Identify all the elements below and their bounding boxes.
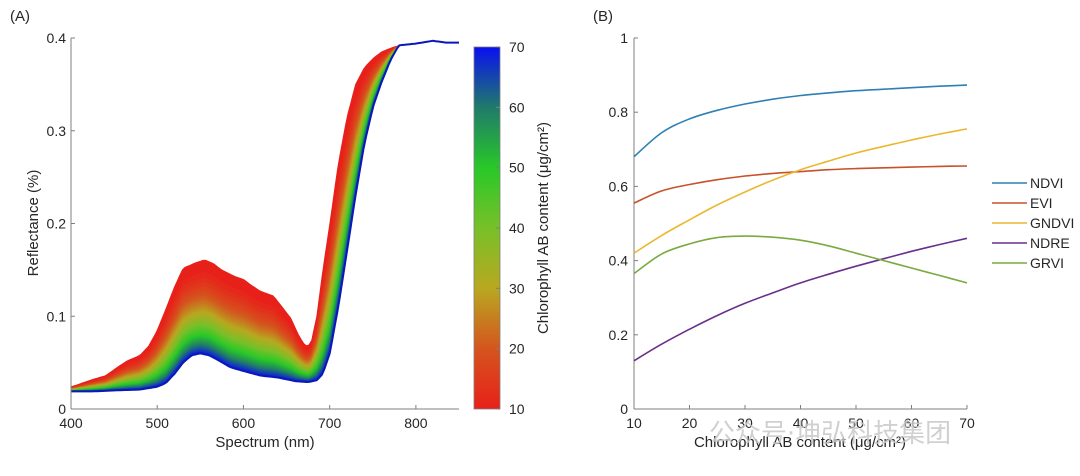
reflectance-line-chl-70 [71,39,459,393]
legend-label: GRVI [1030,255,1064,271]
panel-a-x-tick-label: 400 [59,415,83,431]
colorbar-ticks: 10 20 30 40 50 60 70 [496,39,525,417]
panel-a-x-tick-label: 500 [146,415,170,431]
panel-a-label: (A) [10,8,30,25]
panel-b-x-tick-label: 60 [904,415,920,431]
series-line-evi [633,165,968,204]
legend-item-evi: EVI [992,195,1053,211]
legend-item-grvi: GRVI [992,255,1064,271]
panel-b-series-group [633,84,968,362]
colorbar-tick-label: 70 [509,39,525,55]
series-line-ndre [633,237,968,362]
panel-b-y-tick-label: 0 [620,401,628,417]
legend-item-ndre: NDRE [992,235,1070,251]
panel-a-y-tick-label: 0.1 [47,308,67,324]
panel-b-y-tick-label: 1 [620,30,628,46]
panel-a-y-tick-label: 0.2 [47,216,67,232]
panel-a-chart: (A) 400 500 600 700 800 0 0.1 0.2 0.3 0.4 Spectru… [10,8,552,451]
legend-item-ndvi: NDVI [992,175,1063,191]
panel-b-x-tick-label: 30 [737,415,753,431]
legend-item-gndvi: GNDVI [992,215,1074,231]
reflectance-band [70,40,459,392]
panel-a-x-axis-title: Spectrum (nm) [215,434,314,451]
legend-label: GNDVI [1030,215,1074,231]
watermark-text: 公众号·坤弘科技集团 [709,419,951,449]
reflectance-band-group [70,39,459,393]
panel-a-axes: 400 500 600 700 800 0 0.1 0.2 0.3 0.4 [47,30,459,431]
panel-b-y-tick-label: 0.2 [609,327,629,343]
panel-a-y-tick-label: 0.4 [47,30,67,46]
panel-a-x-tick-label: 800 [404,415,428,431]
colorbar-tick-label: 30 [509,280,525,296]
legend-label: NDRE [1030,235,1070,251]
legend-label: NDVI [1030,175,1063,191]
panel-a-y-tick-label: 0.3 [47,123,67,139]
panel-b-y-tick-label: 0.8 [609,104,629,120]
panel-b-axes: 10 20 30 40 50 60 70 0 0.2 0.4 0.6 0.8 1 [609,30,975,431]
series-line-gndvi [633,128,968,254]
colorbar-tick-label: 50 [509,160,525,176]
legend: NDVI EVI GNDVI NDRE GRVI [992,175,1074,271]
panel-a-x-tick-label: 600 [232,415,256,431]
panel-b-y-tick-label: 0.6 [609,178,629,194]
colorbar-title: Chlorophyll AB content (μg/cm²) [535,122,552,334]
panel-b-x-axis-title: Chlorophyll AB content (μg/cm²) [694,434,906,451]
colorbar-tick-label: 60 [509,99,525,115]
panel-b-y-tick-label: 0.4 [609,253,629,269]
panel-b-x-tick-label: 50 [848,415,864,431]
panel-b-x-tick-label: 20 [682,415,698,431]
panel-b-label: (B) [593,8,613,25]
panel-a-y-axis-title: Reflectance (%) [25,170,42,277]
colorbar-tick-label: 20 [509,341,525,357]
series-line-ndvi [633,84,968,158]
legend-label: EVI [1030,195,1053,211]
panel-b-x-tick-label: 70 [959,415,975,431]
panel-b-x-tick-label: 10 [626,415,642,431]
panel-a-x-tick-label: 700 [318,415,342,431]
panel-b-x-tick-label: 40 [793,415,809,431]
panel-a-y-tick-label: 0 [58,401,66,417]
colorbar-tick-label: 10 [509,401,525,417]
colorbar-tick-label: 40 [509,220,525,236]
panel-b-chart: (B) 10 20 30 40 50 60 70 0 0.2 0.4 0.6 0.8 1 Chlorop… [593,8,1074,451]
series-line-grvi [633,235,968,284]
colorbar [473,46,501,410]
